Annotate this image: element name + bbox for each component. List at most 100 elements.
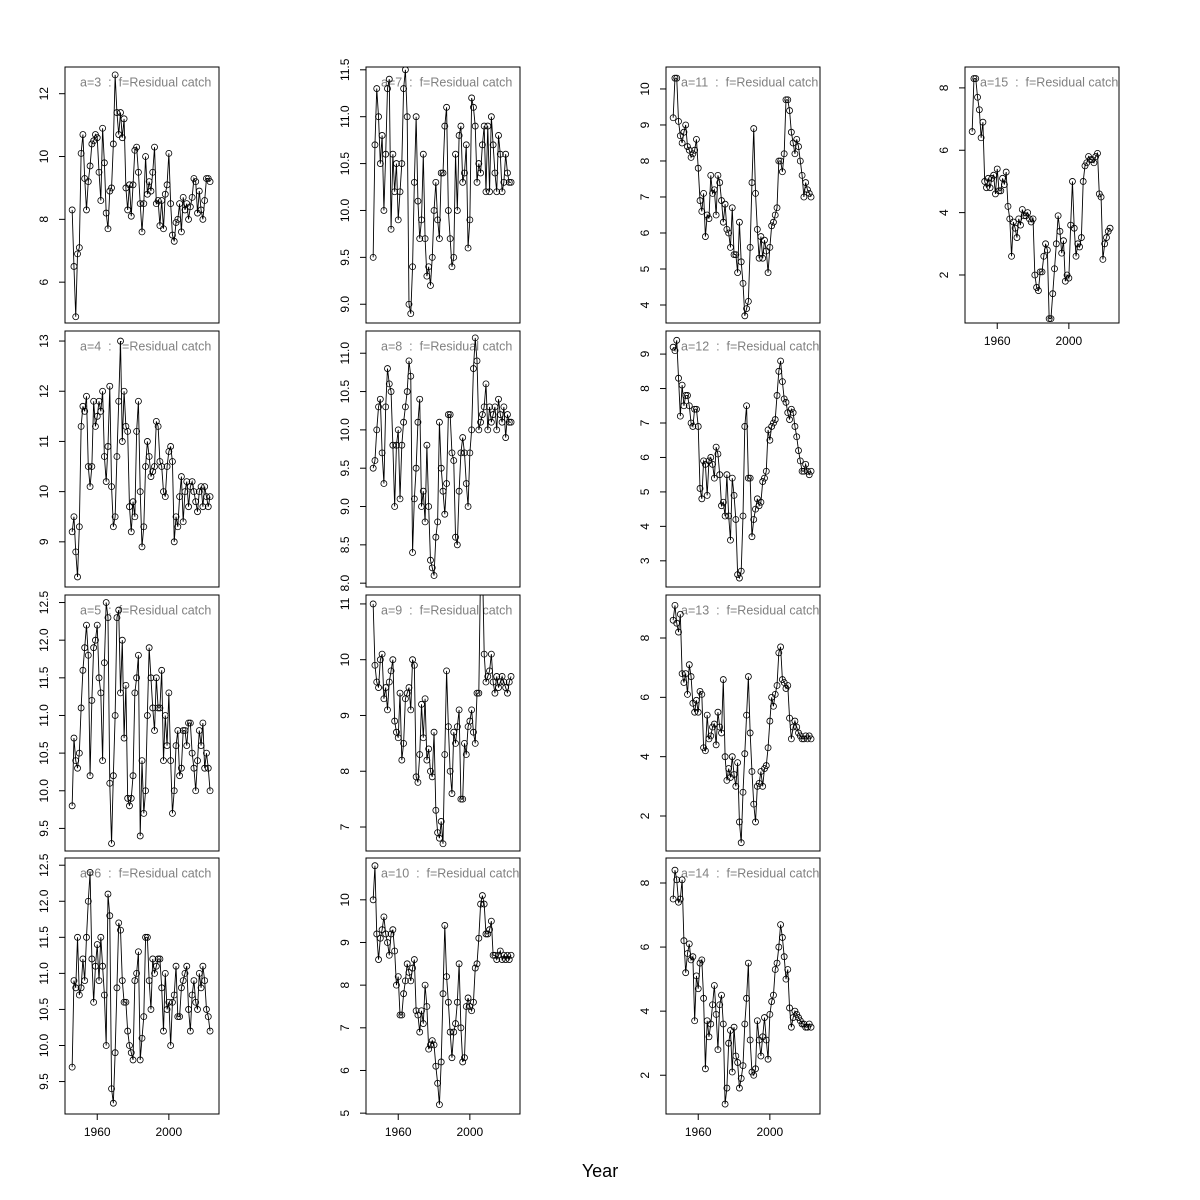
- data-point: [74, 250, 81, 258]
- data-point: [138, 228, 146, 236]
- y-tick-label: 8.0: [338, 575, 352, 592]
- data-point: [115, 919, 123, 927]
- data-point: [97, 197, 105, 204]
- data-point: [1058, 249, 1066, 257]
- data-point: [75, 523, 83, 531]
- data-point: [693, 135, 700, 143]
- data-point: [75, 991, 83, 999]
- data-point: [197, 984, 205, 992]
- panel-title: a=3 : f=Residual catch: [80, 75, 211, 89]
- panel: a=3 : f=Residual catch 6 8 10 12: [37, 66, 220, 324]
- data-point: [160, 225, 167, 233]
- data-point: [771, 966, 779, 973]
- data-point: [443, 667, 450, 675]
- data-point: [737, 839, 745, 847]
- y-tick-label: 10.5: [37, 997, 51, 1021]
- data-point: [403, 388, 411, 395]
- data-point: [795, 143, 802, 150]
- data-point: [807, 467, 815, 475]
- data-point: [694, 985, 702, 993]
- data-point: [701, 233, 709, 240]
- data-point: [486, 667, 493, 675]
- data-point: [204, 1013, 212, 1021]
- data-point: [176, 493, 184, 501]
- data-point: [1008, 252, 1015, 260]
- data-point: [461, 1054, 468, 1062]
- data-point: [387, 225, 395, 233]
- series-line: [71, 602, 211, 844]
- data-point: [1070, 224, 1078, 232]
- data-point: [504, 689, 511, 697]
- data-point: [975, 106, 983, 114]
- data-point: [766, 1010, 774, 1018]
- data-point: [968, 128, 976, 135]
- data-point: [761, 236, 768, 244]
- data-point: [192, 998, 200, 1006]
- data-point: [170, 538, 178, 546]
- data-point: [163, 1006, 171, 1013]
- data-point: [74, 933, 81, 941]
- data-point: [675, 628, 682, 636]
- data-point: [464, 503, 472, 510]
- data-point: [504, 169, 511, 177]
- panel: a=14 : f=Residual catch 2 4 6 8 1960 2000: [638, 857, 821, 1139]
- data-point: [183, 478, 191, 485]
- data-point: [468, 426, 476, 434]
- data-point: [789, 723, 797, 731]
- data-point: [149, 168, 157, 176]
- data-point: [1035, 287, 1042, 294]
- data-point: [1000, 181, 1008, 188]
- data-point: [167, 1042, 175, 1049]
- data-point: [714, 1046, 722, 1053]
- data-point: [678, 670, 686, 678]
- data-point: [716, 723, 724, 731]
- data-point: [371, 141, 379, 149]
- data-point: [448, 263, 456, 271]
- data-point: [478, 892, 486, 899]
- data-point: [136, 200, 144, 208]
- series-line: [971, 78, 1111, 320]
- data-point: [109, 523, 117, 531]
- data-point: [421, 518, 429, 526]
- data-point: [186, 203, 194, 211]
- data-point: [418, 1007, 425, 1015]
- data-point: [1054, 212, 1062, 220]
- data-point: [83, 933, 90, 941]
- data-point: [170, 787, 178, 795]
- data-point: [771, 211, 779, 219]
- data-point: [439, 840, 447, 848]
- data-point: [782, 398, 790, 406]
- data-point: [430, 1041, 438, 1049]
- data-point: [427, 556, 434, 564]
- data-point: [502, 434, 510, 441]
- data-point: [491, 403, 499, 411]
- data-point: [728, 204, 736, 212]
- data-point: [787, 1023, 795, 1031]
- data-point: [450, 728, 458, 736]
- data-point: [145, 453, 153, 460]
- data-point: [786, 416, 793, 423]
- data-point: [124, 1027, 132, 1035]
- data-point: [791, 717, 799, 725]
- data-point: [752, 1065, 759, 1073]
- data-point: [163, 181, 171, 189]
- data-point: [739, 279, 747, 287]
- data-point: [466, 449, 474, 457]
- data-point: [723, 1084, 731, 1092]
- data-point: [977, 134, 985, 142]
- data-point: [750, 1071, 758, 1079]
- data-point: [468, 706, 476, 714]
- data-point: [403, 960, 411, 968]
- data-point: [1018, 206, 1026, 213]
- data-point: [777, 921, 785, 929]
- data-point: [108, 840, 115, 847]
- data-point: [142, 933, 149, 941]
- data-point: [786, 1004, 793, 1012]
- data-point: [161, 969, 169, 977]
- data-point: [691, 405, 699, 413]
- data-point: [439, 169, 447, 177]
- data-point: [684, 690, 691, 698]
- data-point: [507, 178, 515, 186]
- data-point: [471, 964, 479, 972]
- data-point: [1040, 252, 1048, 260]
